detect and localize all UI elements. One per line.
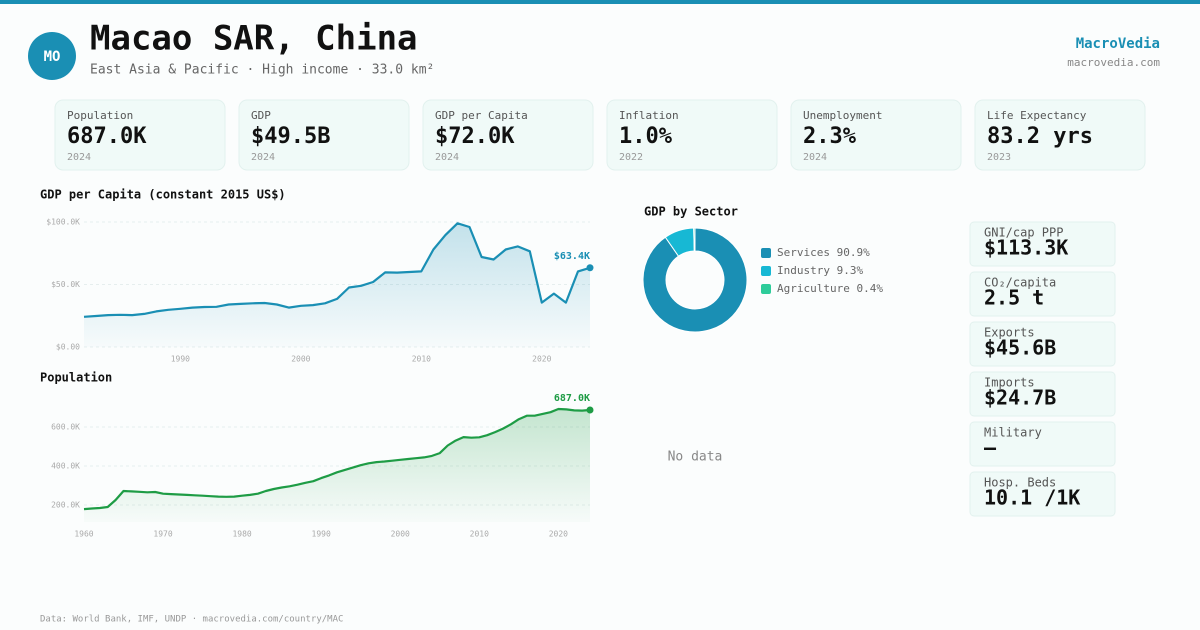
badge (28, 32, 76, 80)
stat-card (969, 471, 1116, 517)
footer: Data: World Bank, IMF, UNDP · macrovedia… (40, 615, 343, 625)
x-tick-label: 2000 (291, 355, 310, 364)
kpi-label: Life Expectancy (987, 109, 1087, 122)
x-tick-label: 1960 (74, 530, 93, 539)
stat-value: 10.1 /1K (984, 486, 1080, 510)
brand: MacroVedia (1076, 36, 1160, 52)
data-label: 687.0K (554, 393, 590, 404)
subtitle: East Asia & Pacific · High income · 33.0… (90, 63, 434, 78)
area (84, 223, 590, 347)
pie-slice (642, 227, 748, 333)
legend-swatch (761, 248, 771, 258)
kpi-card (790, 99, 962, 171)
stat-value: 2.5 t (984, 286, 1044, 310)
kpi-value: $72.0K (435, 124, 515, 149)
x-tick-label: 1970 (153, 530, 172, 539)
stat-value: $45.6B (984, 336, 1056, 360)
brand-url: macrovedia.com (1067, 56, 1160, 69)
kpi-value: 83.2 yrs (987, 124, 1093, 149)
x-tick-label: 2010 (412, 355, 431, 364)
kpi-value: 1.0% (619, 124, 673, 149)
legend-name: Services (777, 246, 830, 259)
legend-swatch (761, 266, 771, 276)
stat-label: Hosp. Beds (984, 476, 1056, 490)
kpi-value: $49.5B (251, 124, 330, 149)
kpi-year: 2023 (987, 152, 1011, 163)
badge-text: MO (44, 49, 61, 65)
legend-value: 9.3% (837, 264, 864, 277)
y-tick-label: 600.0K (51, 422, 80, 431)
chart-title: GDP by Sector (644, 205, 738, 219)
y-tick-label: $0.00 (56, 343, 80, 352)
end-point (586, 264, 594, 272)
legend-value: 0.4% (856, 282, 883, 295)
stat-value: $24.7B (984, 386, 1056, 410)
y-tick-label: 200.0K (51, 501, 80, 510)
chart-title: GDP per Capita (constant 2015 US$) (40, 188, 286, 202)
kpi-value: 687.0K (67, 124, 147, 149)
stat-label: CO₂/capita (984, 276, 1056, 290)
stat-card (969, 221, 1116, 267)
y-tick-label: $100.0K (46, 218, 80, 227)
top-bar (0, 0, 1200, 4)
kpi-card (974, 99, 1146, 171)
stat-card (969, 321, 1116, 367)
kpi-label: Inflation (619, 109, 679, 122)
empty-panel: No data (668, 450, 723, 465)
legend-label: Agriculture 0.4% (777, 282, 883, 295)
stat-value: $113.3K (984, 236, 1068, 260)
kpi-card (238, 99, 410, 171)
end-point (586, 406, 594, 414)
kpi-year: 2022 (619, 152, 643, 163)
stat-label: Exports (984, 326, 1035, 340)
stat-label: Military (984, 426, 1042, 440)
page-title: Macao SAR, China (90, 19, 418, 59)
chart-title: Population (40, 371, 112, 385)
kpi-card (54, 99, 226, 171)
x-tick-label: 2020 (549, 530, 568, 539)
legend-name: Agriculture (777, 282, 850, 295)
legend-value: 90.9% (837, 246, 870, 259)
legend-label: Industry 9.3% (777, 264, 863, 277)
stat-card (969, 371, 1116, 417)
kpi-year: 2024 (435, 152, 459, 163)
kpi-label: GDP (251, 109, 271, 122)
x-tick-label: 2010 (470, 530, 489, 539)
kpi-year: 2024 (251, 152, 275, 163)
kpi-label: GDP per Capita (435, 109, 528, 122)
x-tick-label: 1990 (171, 355, 190, 364)
legend-name: Industry (777, 264, 830, 277)
kpi-value: 2.3% (803, 124, 857, 149)
x-tick-label: 1980 (232, 530, 251, 539)
legend-swatch (761, 284, 771, 294)
kpi-year: 2024 (67, 152, 91, 163)
line (83, 222, 591, 318)
stat-label: Imports (984, 376, 1035, 390)
kpi-card (422, 99, 594, 171)
kpi-card (606, 99, 778, 171)
stat-card (969, 421, 1116, 467)
x-tick-label: 1990 (312, 530, 331, 539)
x-tick-label: 2000 (391, 530, 410, 539)
kpi-label: Unemployment (803, 109, 882, 122)
y-tick-label: 400.0K (51, 462, 80, 471)
pie-slice (693, 227, 696, 252)
stat-card (969, 271, 1116, 317)
x-tick-label: 2020 (532, 355, 551, 364)
kpi-year: 2024 (803, 152, 827, 163)
y-tick-label: $50.0K (51, 280, 80, 289)
data-label: $63.4K (554, 251, 590, 262)
legend-label: Services 90.9% (777, 246, 870, 259)
stat-value: — (984, 436, 997, 460)
line (83, 407, 591, 511)
stat-label: GNI/cap PPP (984, 226, 1063, 240)
kpi-label: Population (67, 109, 133, 122)
